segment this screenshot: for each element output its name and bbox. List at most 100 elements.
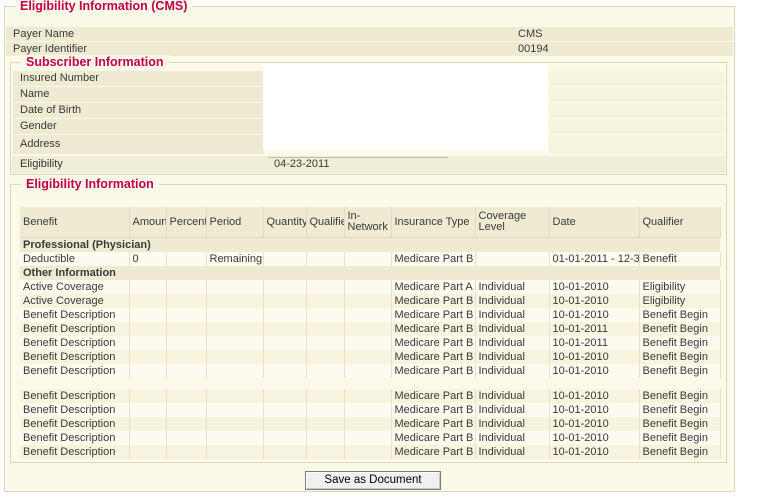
table-row[interactable]: Benefit Description Medicare Part B Indivi… <box>20 350 721 364</box>
table-row[interactable]: Benefit Description Medicare Part B Indivi… <box>20 403 721 417</box>
payer-name-value: CMS <box>518 28 543 40</box>
table-cell-6 <box>344 336 392 350</box>
col-percent: Percent <box>166 207 207 238</box>
table-cell-7: Medicare Part B <box>391 403 476 417</box>
table-row[interactable]: Benefit Description Medicare Part B Indivi… <box>20 364 721 378</box>
table-cell-6 <box>344 252 392 266</box>
table-cell-8: Individual <box>475 431 550 445</box>
table-cell-4 <box>263 403 307 417</box>
save-as-document-button[interactable]: Save as Document <box>305 471 441 490</box>
table-cell-1: 0 <box>129 252 167 266</box>
table-cell-7: Medicare Part B <box>391 389 476 403</box>
col-in-network: In-Network <box>344 207 392 238</box>
table-cell-4 <box>263 280 307 294</box>
table-cell-4 <box>263 294 307 308</box>
table-cell-8: Individual <box>475 364 550 378</box>
subscriber-information-panel: Subscriber Information Insured Number Na… <box>10 55 727 175</box>
eligibility-table-primary: Benefit Amount Percent Period Quantity Q… <box>20 207 721 378</box>
panel-legend-subscriber: Subscriber Information <box>21 55 169 69</box>
table-row[interactable]: Benefit Description Medicare Part B Indivi… <box>20 445 721 459</box>
table-cell-7: Medicare Part B <box>391 308 476 322</box>
table-cell-1 <box>129 403 167 417</box>
table-cell-10: Benefit Begin <box>639 403 721 417</box>
table-cell-10: Eligibility <box>639 294 721 308</box>
table-cell-1 <box>129 445 167 459</box>
table-cell-4 <box>263 308 307 322</box>
table-cell-0: Benefit Description <box>20 336 130 350</box>
table-cell-10: Benefit <box>639 252 721 266</box>
table-cell-2 <box>166 403 207 417</box>
table-cell-9: 10-01-2010 <box>549 364 640 378</box>
table-body-primary: Professional (Physician) Deductible 0 Remai… <box>20 237 721 378</box>
table-cell-9: 10-01-2010 <box>549 431 640 445</box>
table-cell-7: Medicare Part B <box>391 445 476 459</box>
col-period: Period <box>206 207 264 238</box>
table-cell-8: Individual <box>475 389 550 403</box>
table-cell-5 <box>306 350 345 364</box>
address-label: Address <box>20 138 61 150</box>
table-cell-9: 10-01-2010 <box>549 417 640 431</box>
col-qualifier-2: Qualifier <box>639 207 721 238</box>
table-cell-3 <box>206 431 264 445</box>
date-of-birth-value <box>549 103 724 118</box>
table-cell-10: Benefit Begin <box>639 350 721 364</box>
table-cell-0: Benefit Description <box>20 364 130 378</box>
table-cell-7: Medicare Part B <box>391 322 476 336</box>
eligibility-value: 04-23-2011 <box>274 158 330 170</box>
col-quantity: Quantity <box>263 207 307 238</box>
table-group-row: Other Information <box>20 266 720 280</box>
table-cell-9: 10-01-2010 <box>549 389 640 403</box>
table-row[interactable]: Deductible 0 Remaining Medicare Part B 01-01… <box>20 252 721 266</box>
table-cell-0: Benefit Description <box>20 389 130 403</box>
table-cell-1 <box>129 417 167 431</box>
table-row[interactable]: Active Coverage Medicare Part A Individual… <box>20 280 721 294</box>
table-row[interactable]: Benefit Description Medicare Part B Indivi… <box>20 308 721 322</box>
table-cell-0: Benefit Description <box>20 350 130 364</box>
gender-value <box>549 119 724 134</box>
table-cell-3 <box>206 308 264 322</box>
table-cell-1 <box>129 336 167 350</box>
table-cell-4 <box>263 336 307 350</box>
payer-identifier-label: Payer Identifier <box>13 43 87 55</box>
table-cell-8 <box>475 252 550 266</box>
table-cell-8: Individual <box>475 350 550 364</box>
table-cell-3: Remaining <box>206 252 264 266</box>
table-row[interactable]: Benefit Description Medicare Part B Indivi… <box>20 417 721 431</box>
table-cell-7: Medicare Part B <box>391 294 476 308</box>
table-cell-1 <box>129 308 167 322</box>
table-group-label: Professional (Physician) <box>20 237 720 252</box>
table-cell-5 <box>306 280 345 294</box>
insured-number-value <box>549 71 724 86</box>
table-cell-2 <box>166 445 207 459</box>
table-group-row: Professional (Physician) <box>20 237 720 252</box>
table-cell-2 <box>166 350 207 364</box>
table-cell-5 <box>306 252 345 266</box>
eligibility-label: Eligibility <box>20 158 63 170</box>
table-cell-4 <box>263 389 307 403</box>
table-cell-6 <box>344 403 392 417</box>
table-cell-1 <box>129 364 167 378</box>
table-row[interactable]: Benefit Description Medicare Part B Indivi… <box>20 336 721 350</box>
table-cell-6 <box>344 431 392 445</box>
insured-number-label: Insured Number <box>20 72 99 84</box>
table-row[interactable]: Benefit Description Medicare Part B Indivi… <box>20 431 721 445</box>
table-cell-3 <box>206 364 264 378</box>
table-row[interactable]: Benefit Description Medicare Part B Indivi… <box>20 322 721 336</box>
table-cell-2 <box>166 294 207 308</box>
table-row[interactable]: Active Coverage Medicare Part B Individual… <box>20 294 721 308</box>
table-cell-2 <box>166 322 207 336</box>
table-cell-6 <box>344 364 392 378</box>
table-cell-4 <box>263 431 307 445</box>
table-cell-2 <box>166 417 207 431</box>
table-cell-9: 10-01-2011 <box>549 322 640 336</box>
table-cell-10: Benefit Begin <box>639 336 721 350</box>
table-row[interactable]: Benefit Description Medicare Part B Indivi… <box>20 389 721 403</box>
table-cell-8: Individual <box>475 308 550 322</box>
table-cell-8: Individual <box>475 403 550 417</box>
table-cell-3 <box>206 280 264 294</box>
date-of-birth-row: Date of Birth <box>12 103 725 118</box>
table-cell-5 <box>306 322 345 336</box>
table-cell-4 <box>263 252 307 266</box>
insured-number-row: Insured Number <box>12 71 725 86</box>
eligibility-table-secondary: Benefit Description Medicare Part B Indivi… <box>20 389 721 459</box>
